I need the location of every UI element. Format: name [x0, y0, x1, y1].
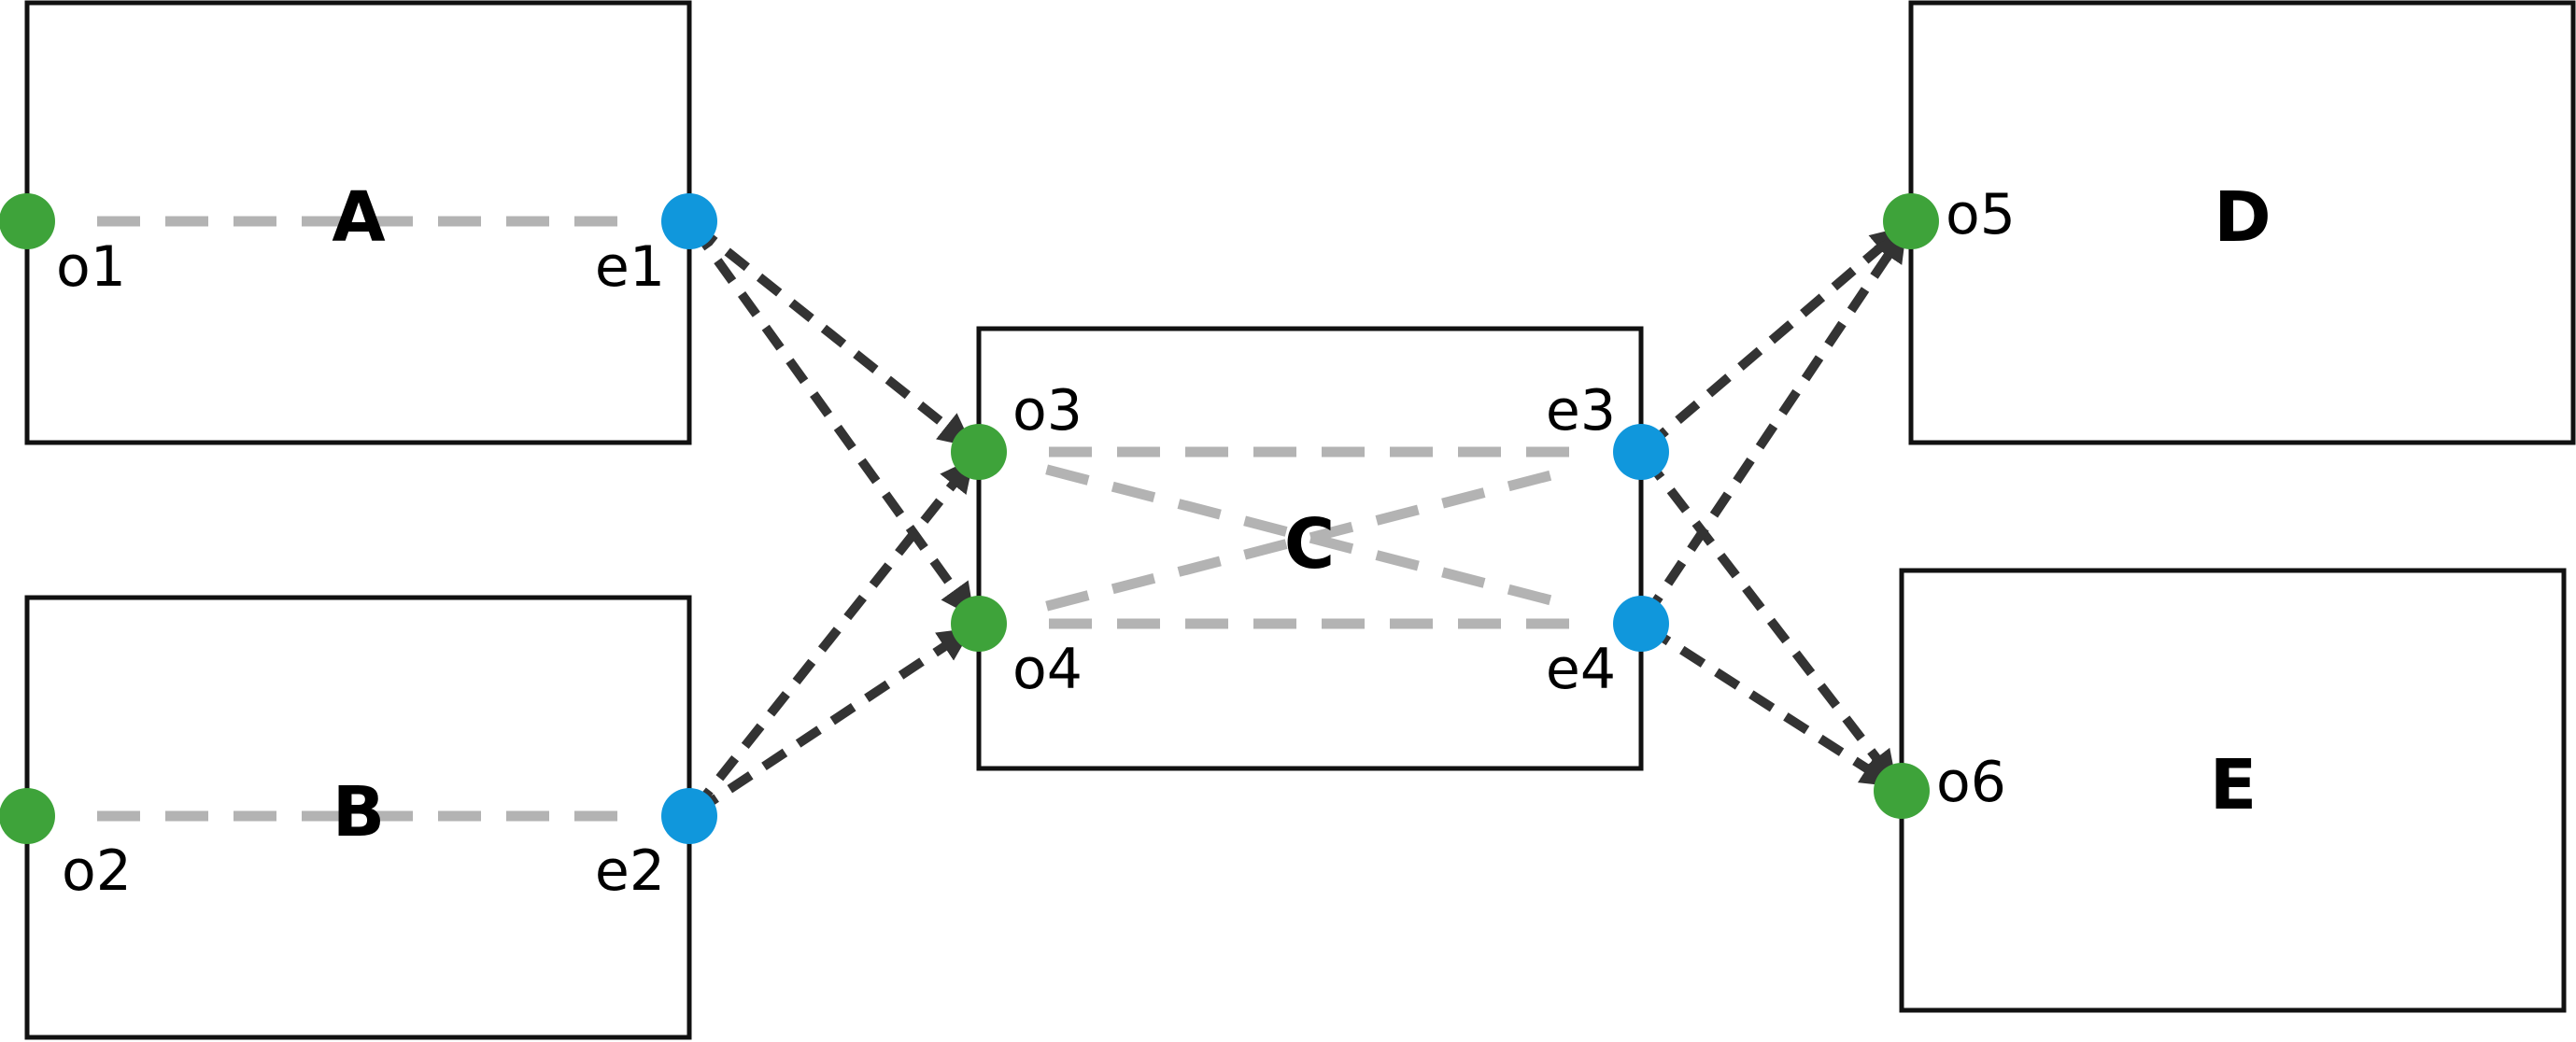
port-e1	[661, 193, 717, 249]
port-o5	[1883, 193, 1939, 249]
internal-links	[97, 216, 1575, 822]
connection-e4-o6	[1645, 624, 1895, 789]
port-e3	[1613, 424, 1669, 480]
port-e4	[1613, 596, 1669, 652]
port-label-o2: o2	[62, 838, 132, 904]
port-o6	[1874, 763, 1930, 819]
port-o2	[0, 788, 55, 844]
connection-e1-o3	[692, 222, 973, 449]
connection-e4-o5	[1641, 227, 1909, 621]
port-label-o5: o5	[1946, 182, 2016, 247]
box-label-c: C	[1284, 504, 1335, 584]
internal-link-o3-e4	[1045, 464, 1575, 612]
port-label-o6: o6	[1936, 750, 2006, 815]
connection-e1-o4	[689, 224, 977, 618]
connection-e2-o3	[690, 458, 976, 813]
port-label-o3: o3	[1012, 378, 1083, 444]
box-label-d: D	[2214, 177, 2271, 258]
port-label-e2: e2	[595, 838, 665, 904]
internal-link-o4-e3	[1045, 464, 1575, 612]
box-e	[1899, 568, 2567, 1013]
connection-e2-o4	[692, 626, 973, 816]
connection-e3-o6	[1641, 455, 1899, 785]
port-label-e1: e1	[595, 234, 665, 300]
port-label-e3: e3	[1546, 378, 1616, 444]
box-label-b: B	[333, 772, 385, 852]
connections	[689, 222, 1909, 816]
box-label-e: E	[2210, 745, 2258, 825]
box-c	[976, 326, 1644, 771]
port-label-o1: o1	[56, 234, 126, 300]
ports	[0, 193, 1939, 844]
port-o3	[951, 424, 1007, 480]
box-label-a: A	[332, 177, 385, 258]
box-d	[1908, 0, 2576, 445]
port-o4	[951, 596, 1007, 652]
port-label-e4: e4	[1546, 637, 1616, 702]
port-e2	[661, 788, 717, 844]
connection-e3-o5	[1643, 224, 1906, 451]
port-o1	[0, 193, 55, 249]
port-label-o4: o4	[1012, 637, 1083, 702]
